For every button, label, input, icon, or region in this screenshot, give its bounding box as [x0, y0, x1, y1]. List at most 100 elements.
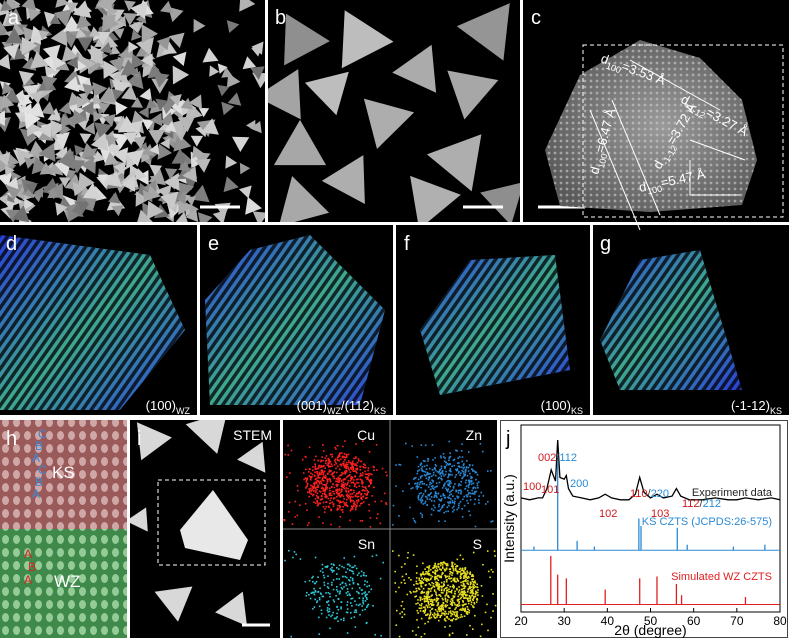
eds-dot — [456, 615, 458, 618]
eds-dot — [341, 485, 343, 487]
eds-dot — [346, 493, 349, 496]
eds-dot — [484, 611, 487, 614]
eds-dot — [423, 633, 426, 635]
eds-dot — [443, 494, 446, 497]
eds-dot — [438, 587, 441, 589]
eds-dot — [326, 480, 329, 483]
eds-dot — [470, 603, 473, 606]
eds-dot — [462, 558, 464, 560]
eds-dot — [429, 483, 431, 486]
nanocrystal — [50, 27, 68, 47]
eds-dot — [440, 568, 442, 571]
eds-dot — [299, 558, 302, 560]
eds-dot — [463, 463, 465, 465]
eds-dot — [321, 595, 324, 598]
eds-dot — [469, 589, 472, 592]
eds-dot — [348, 490, 350, 492]
eds-dot — [427, 592, 429, 595]
eds-dot — [354, 600, 356, 602]
eds-dot — [324, 474, 327, 477]
eds-dot — [368, 485, 370, 488]
eds-dot — [329, 489, 331, 492]
eds-dot — [433, 590, 436, 592]
eds-dot — [326, 486, 329, 489]
eds-dot — [420, 498, 422, 500]
eds-dot — [287, 444, 289, 447]
eds-dot — [351, 587, 354, 590]
eds-dot — [490, 616, 492, 619]
nanocrystal — [132, 136, 147, 149]
eds-dot — [323, 584, 326, 586]
nanocrystal — [6, 176, 19, 190]
eds-dot — [451, 565, 453, 568]
nanocrystal — [147, 63, 164, 79]
eds-dot — [477, 589, 479, 591]
nanocrystal — [251, 41, 264, 55]
eds-dot — [311, 591, 314, 594]
eds-dot — [434, 463, 437, 466]
eds-dot — [304, 580, 307, 583]
eds-dot — [426, 573, 429, 575]
eds-dot — [468, 451, 470, 453]
eds-dot — [438, 510, 441, 512]
eds-dot — [463, 475, 465, 477]
eds-dot — [454, 580, 456, 583]
eds-dot — [417, 478, 420, 481]
eds-dot — [313, 593, 316, 596]
eds-dot — [462, 601, 464, 603]
eds-dot — [338, 459, 340, 462]
nanocrystal — [55, 202, 68, 216]
eds-dot — [472, 469, 474, 471]
eds-dot — [419, 580, 422, 582]
eds-dot — [326, 482, 328, 484]
eds-dot — [457, 598, 459, 601]
nanocrystal — [284, 13, 330, 66]
eds-dot — [438, 563, 440, 565]
eds-dot — [465, 578, 467, 581]
eds-dot — [424, 609, 426, 612]
eds-dot — [311, 577, 313, 579]
eds-dot — [452, 617, 455, 620]
eds-dot — [463, 590, 465, 593]
eds-dot — [466, 611, 469, 613]
eds-dot — [419, 598, 422, 600]
eds-dot — [353, 489, 355, 492]
panel-j-bg — [500, 420, 788, 638]
eds-dot — [340, 458, 342, 461]
eds-dot — [442, 572, 444, 574]
eds-dot — [415, 572, 418, 574]
eds-dot — [465, 466, 468, 468]
eds-dot — [459, 575, 462, 578]
eds-dot — [324, 566, 327, 568]
eds-dot — [359, 603, 361, 606]
nanocrystal — [111, 88, 124, 101]
nanocrystal — [97, 174, 108, 184]
eds-dot — [433, 589, 436, 591]
eds-dot — [432, 481, 435, 483]
eds-dot — [306, 509, 308, 512]
eds-dot — [439, 473, 441, 475]
eds-dot — [453, 602, 456, 604]
panel-b-image — [268, 3, 520, 222]
eds-dot — [352, 468, 354, 471]
eds-dot — [344, 440, 346, 442]
panel-i-image — [130, 420, 266, 626]
nanocrystal — [61, 45, 79, 63]
stacking-letter: B — [35, 439, 43, 453]
eds-dot — [464, 474, 466, 477]
eds-dot — [364, 608, 366, 611]
eds-dot — [423, 465, 426, 468]
ks-label: KS — [52, 463, 75, 482]
eds-dot — [292, 556, 294, 559]
eds-dot — [359, 472, 362, 475]
eds-dot — [329, 593, 331, 595]
eds-dot — [449, 603, 452, 605]
eds-dot — [436, 577, 438, 580]
eds-dot — [455, 566, 457, 568]
nanocrystal — [53, 55, 66, 70]
nanocrystal — [273, 119, 327, 166]
nanocrystal — [39, 162, 54, 175]
eds-dot — [317, 497, 319, 500]
eds-dot — [447, 501, 449, 504]
nanocrystal — [115, 101, 128, 116]
